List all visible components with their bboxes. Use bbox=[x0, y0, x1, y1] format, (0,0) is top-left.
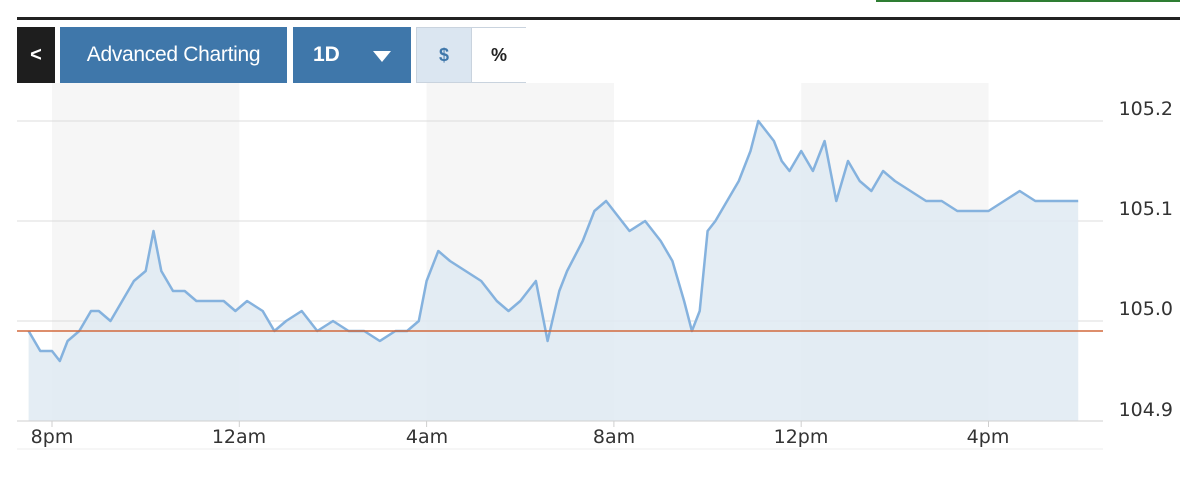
top-rule bbox=[17, 17, 1180, 20]
y-tick-label: 105.1 bbox=[1118, 198, 1173, 220]
x-tick-label: 12am bbox=[211, 426, 267, 448]
currency-toggle-button[interactable]: $ bbox=[417, 28, 472, 82]
x-tick-label: 4pm bbox=[966, 426, 1010, 448]
advanced-charting-button[interactable]: Advanced Charting bbox=[60, 27, 287, 83]
y-tick-label: 105.2 bbox=[1118, 98, 1173, 120]
back-button[interactable]: < bbox=[17, 27, 55, 83]
percent-toggle-button[interactable]: % bbox=[472, 28, 526, 82]
x-tick-label: 4am bbox=[405, 426, 449, 448]
unit-toggle: $ % bbox=[416, 27, 526, 83]
top-accent-bar bbox=[876, 0, 1180, 2]
chevron-left-icon: < bbox=[30, 43, 42, 66]
x-tick-label: 12pm bbox=[773, 426, 829, 448]
x-tick-marks bbox=[51, 421, 989, 427]
y-tick-label: 104.9 bbox=[1118, 399, 1173, 421]
chevron-down-icon bbox=[373, 51, 391, 62]
price-area bbox=[28, 121, 1079, 421]
x-tick-label: 8pm bbox=[30, 426, 74, 448]
price-line bbox=[27, 119, 1079, 363]
x-tick-label: 8am bbox=[592, 426, 636, 448]
range-dropdown-label: 1D bbox=[313, 43, 340, 66]
range-dropdown[interactable]: 1D bbox=[293, 27, 411, 83]
y-tick-label: 105.0 bbox=[1118, 298, 1173, 320]
